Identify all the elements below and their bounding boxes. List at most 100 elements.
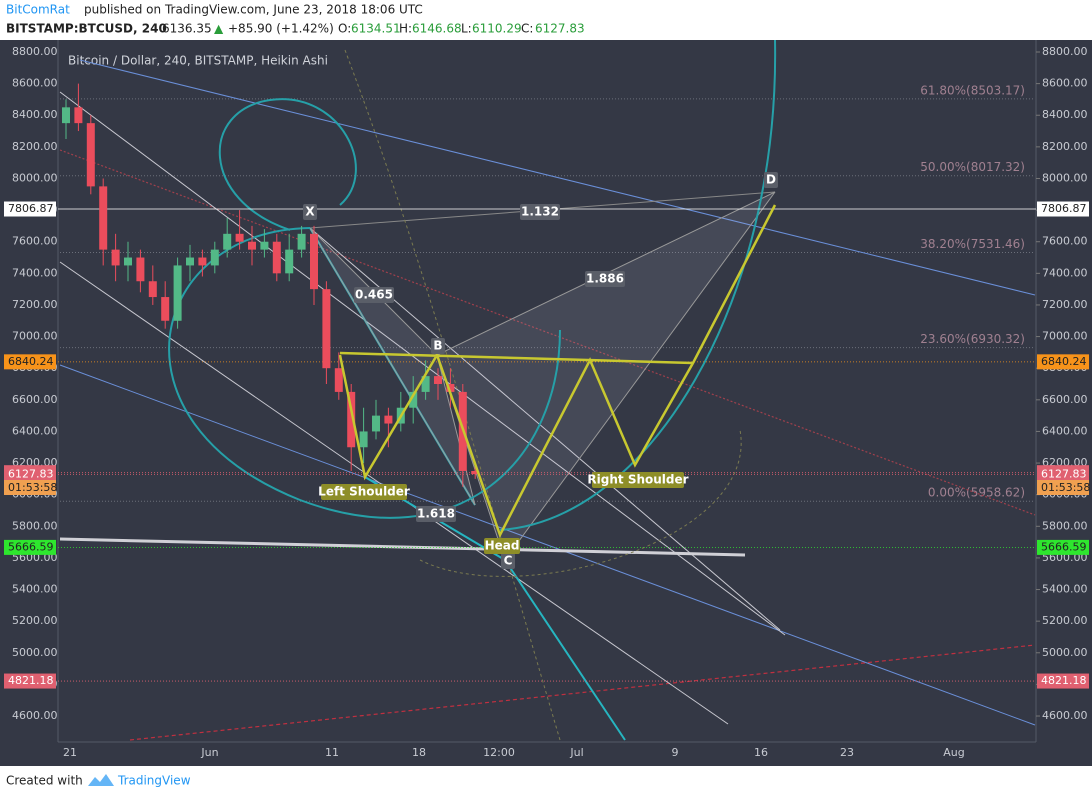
last-price: 6136.35 — [162, 22, 212, 36]
y-tick-label-right: 8800.00 — [1042, 45, 1088, 58]
spiral — [168, 39, 777, 531]
y-tick-label-left: 8800.00 — [12, 45, 58, 58]
annotation: 0.465 — [355, 288, 393, 302]
y-tick-label-left: 5000.00 — [12, 646, 58, 659]
price-tag-right — [1037, 539, 1089, 555]
candle-body — [446, 384, 455, 392]
chart-title: Bitcoin / Dollar, 240, BITSTAMP, Heikin … — [68, 54, 328, 68]
price-tag-right — [1037, 466, 1089, 482]
y-tick-label-right: 7200.00 — [1042, 298, 1088, 311]
y-tick-label-right: 5000.00 — [1042, 646, 1088, 659]
footer-background — [0, 766, 1092, 798]
price-tag-left — [4, 673, 56, 689]
annotation: B — [433, 339, 442, 353]
price-tag-left — [4, 201, 56, 217]
countdown: 01:53:58 — [8, 481, 57, 494]
candle-body — [99, 186, 108, 250]
y-tick-label-left: 7200.00 — [12, 298, 58, 311]
drawing-line — [59, 149, 1036, 516]
label-box — [501, 553, 515, 569]
candle-body — [272, 241, 281, 274]
arrow: ▲ — [214, 22, 224, 36]
y-tick-label-right: 7000.00 — [1042, 330, 1088, 343]
candle-body — [86, 123, 95, 187]
candle-body — [223, 233, 232, 250]
candle-body — [409, 391, 418, 408]
annotation: X — [305, 205, 315, 219]
label-box — [431, 338, 445, 354]
annotation: Head — [485, 539, 520, 553]
candle-body — [111, 249, 120, 266]
candle-body — [260, 241, 269, 250]
fib-label: 50.00%(8017.32) — [920, 160, 1025, 174]
price-tag-label: 5666.59 — [8, 540, 54, 553]
candle-body — [285, 249, 294, 274]
fib-label: 23.60%(6930.32) — [920, 332, 1025, 346]
x-tick-label: 18 — [412, 746, 426, 759]
tradingview-logo — [88, 774, 114, 786]
y-tick-label-left: 5400.00 — [12, 583, 58, 596]
candle-body — [421, 376, 430, 392]
y-tick-label-right: 6400.00 — [1042, 424, 1088, 437]
annotation: Right Shoulder — [587, 473, 688, 487]
price-tag-right — [1037, 201, 1089, 217]
published: published on TradingView.com, June 23, 2… — [84, 3, 423, 17]
price-tag-left — [4, 539, 56, 555]
price-tag-label: 7806.87 — [8, 202, 54, 215]
drawing-line — [59, 364, 1036, 726]
open: 6134.51 — [351, 22, 401, 36]
candle-body — [384, 415, 393, 424]
candle-body — [434, 376, 442, 385]
candle-body — [186, 257, 194, 266]
candle-body — [148, 281, 157, 298]
x-tick-label: Aug — [943, 746, 964, 759]
y-tick-label-right: 4600.00 — [1042, 709, 1088, 722]
y-tick-label-left: 5200.00 — [12, 614, 58, 627]
y-tick-label-right: 6600.00 — [1042, 393, 1088, 406]
y-tick-label-right: 8000.00 — [1042, 171, 1088, 184]
label-box — [484, 538, 520, 554]
annotation: 1.132 — [521, 205, 559, 219]
open-label: O: — [338, 22, 351, 36]
change: +85.90 (+1.42%) — [228, 22, 334, 36]
candle-body — [124, 257, 132, 266]
low: 6110.29 — [472, 22, 522, 36]
price-tag-label: 6127.83 — [1041, 467, 1087, 480]
label-box — [321, 484, 407, 500]
x-tick-label: 23 — [840, 746, 854, 759]
author: BitComRat — [6, 3, 70, 17]
candle-body — [136, 257, 145, 282]
created-with: Created with — [6, 774, 83, 788]
drawing-line — [504, 559, 626, 741]
y-tick-label-right: 8600.00 — [1042, 77, 1088, 90]
candle-body — [198, 257, 207, 266]
x-tick-label: 9 — [672, 746, 679, 759]
low-label: L: — [461, 22, 472, 36]
y-tick-label-right: 8200.00 — [1042, 140, 1088, 153]
y-tick-label-left: 8400.00 — [12, 108, 58, 121]
annotation: C — [504, 554, 513, 568]
candle-body — [173, 265, 182, 321]
y-tick-label-left: 8000.00 — [12, 171, 58, 184]
candle-body — [322, 289, 331, 369]
annotation: Left Shoulder — [318, 485, 410, 499]
price-tag-label: 4821.18 — [8, 674, 54, 687]
price-tag-label: 6127.83 — [8, 467, 54, 480]
y-tick-label-right: 5400.00 — [1042, 583, 1088, 596]
candle-body — [310, 233, 318, 290]
y-tick-label-right: 8400.00 — [1042, 108, 1088, 121]
close-label: C: — [521, 22, 533, 36]
brand[interactable]: TradingView — [117, 774, 191, 788]
y-tick-label-left: 8600.00 — [12, 77, 58, 90]
y-tick-label-left: 8200.00 — [12, 140, 58, 153]
candle-body — [297, 233, 306, 250]
y-tick-label-left: 4600.00 — [12, 709, 58, 722]
annotation: 1.886 — [586, 272, 624, 286]
drawing-line — [129, 644, 1036, 741]
price-tag-left — [4, 466, 56, 482]
x-tick-label: Jul — [569, 746, 583, 759]
x-tick-label: 16 — [754, 746, 768, 759]
head-shoulders — [338, 204, 777, 539]
fib-label: 61.80%(8503.17) — [920, 83, 1025, 97]
